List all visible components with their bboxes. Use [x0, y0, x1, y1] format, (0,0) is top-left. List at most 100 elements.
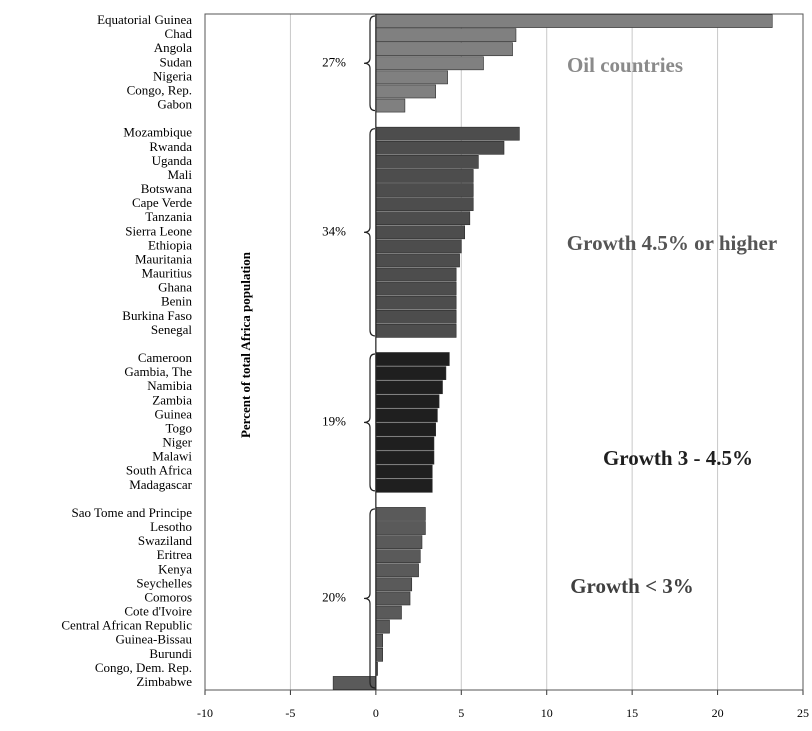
category-label: Burundi [149, 646, 192, 661]
x-tick-label: 25 [797, 706, 809, 720]
x-tick-label: 0 [373, 706, 379, 720]
category-label: Malawi [152, 449, 192, 464]
x-tick-label: 15 [626, 706, 638, 720]
category-label: Guinea [154, 406, 192, 421]
category-label: Cote d'Ivoire [124, 604, 192, 619]
category-label: Niger [162, 435, 192, 450]
category-label: Mauritania [135, 251, 192, 266]
category-label: Ethiopia [148, 237, 192, 252]
group-share: 19% [322, 413, 346, 428]
bar [375, 408, 438, 423]
group-label: Oil countries [567, 53, 683, 77]
bar [375, 380, 443, 395]
x-tick-label: 10 [541, 706, 553, 720]
category-label: Togo [165, 420, 192, 435]
bar [375, 253, 460, 268]
group-share: 34% [322, 223, 346, 238]
bar [375, 591, 411, 606]
bar [375, 28, 517, 42]
category-label: Madagascar [129, 477, 192, 492]
bar [375, 239, 462, 254]
group-label: Growth < 3% [570, 574, 694, 598]
bar [375, 422, 436, 437]
category-label: Swaziland [138, 533, 193, 548]
bar [375, 352, 450, 366]
bar [375, 183, 474, 197]
bar [375, 535, 423, 549]
x-tick-label: 5 [458, 706, 464, 720]
x-tick-label: 20 [712, 706, 724, 720]
category-label: Sierra Leone [125, 223, 192, 238]
bar [375, 155, 479, 169]
bar [375, 197, 474, 211]
group-brace [363, 128, 376, 337]
group-share: 27% [322, 54, 346, 69]
bar [375, 633, 383, 648]
bar [375, 225, 466, 240]
bar [375, 366, 447, 380]
category-label: Ghana [158, 280, 192, 295]
category-label: Chad [165, 26, 193, 41]
category-label: Zimbabwe [136, 674, 192, 689]
category-label: Gambia, The [124, 364, 192, 379]
category-label: Rwanda [149, 139, 192, 154]
category-label: Benin [161, 294, 193, 309]
category-label: South Africa [126, 463, 192, 478]
bar [375, 56, 484, 71]
bar [375, 84, 436, 99]
group-brace [363, 353, 376, 492]
bar [375, 42, 513, 57]
bar [375, 70, 448, 85]
bar [375, 324, 457, 338]
bar [375, 478, 433, 493]
bar [375, 619, 390, 634]
bar [375, 563, 419, 578]
category-label: Sao Tome and Principe [71, 505, 192, 520]
bar [375, 464, 433, 479]
bar [375, 169, 474, 183]
bar [375, 211, 471, 226]
bar [375, 507, 426, 521]
bar [375, 436, 435, 451]
x-tick-label: -10 [197, 706, 213, 720]
category-label: Congo, Rep. [127, 82, 192, 97]
category-label: Cameroon [138, 350, 193, 365]
category-label: Sudan [160, 54, 193, 69]
category-label: Eritrea [157, 547, 193, 562]
category-label: Mauritius [141, 266, 192, 281]
bar [375, 450, 435, 465]
category-label: Zambia [152, 392, 192, 407]
category-label: Seychelles [136, 575, 192, 590]
y-axis-label: Percent of total Africa population [238, 251, 253, 438]
bar [375, 549, 421, 564]
category-label: Uganda [152, 153, 193, 168]
category-label: Senegal [151, 322, 193, 337]
bar [375, 647, 383, 662]
category-label: Mali [167, 167, 192, 182]
bar [375, 605, 402, 620]
group-share: 20% [322, 589, 346, 604]
category-label: Kenya [158, 561, 192, 576]
group-brace [363, 15, 376, 112]
category-label: Comoros [144, 589, 192, 604]
bar [375, 309, 457, 324]
category-label: Lesotho [150, 519, 192, 534]
category-label: Nigeria [153, 68, 192, 83]
bar [375, 577, 413, 592]
bar [375, 394, 440, 409]
bar [375, 281, 457, 296]
category-label: Mozambique [123, 125, 192, 140]
category-label: Cape Verde [132, 195, 192, 210]
bar [375, 267, 457, 282]
category-label: Angola [154, 40, 193, 55]
category-label: Gabon [157, 97, 192, 112]
plot-frame [204, 13, 804, 691]
bar [375, 126, 520, 141]
category-label: Botswana [141, 181, 193, 196]
category-label: Burkina Faso [122, 308, 192, 323]
category-label: Guinea-Bissau [115, 632, 192, 647]
group-brace [363, 508, 376, 689]
category-label: Congo, Dem. Rep. [95, 660, 192, 675]
category-label: Equatorial Guinea [97, 12, 192, 27]
